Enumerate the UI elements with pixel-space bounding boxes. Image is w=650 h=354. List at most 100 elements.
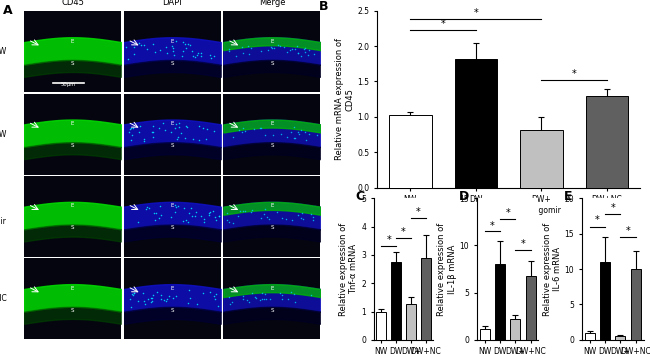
Point bbox=[159, 127, 170, 132]
Point bbox=[127, 292, 138, 298]
Point bbox=[300, 50, 310, 55]
Point bbox=[185, 42, 195, 48]
Point bbox=[292, 51, 303, 56]
Point bbox=[189, 213, 200, 219]
Point bbox=[149, 210, 159, 216]
Point bbox=[240, 208, 250, 213]
Text: *: * bbox=[595, 216, 600, 225]
Point bbox=[211, 291, 222, 296]
Text: E: E bbox=[170, 203, 174, 208]
Y-axis label: Relative expression of
IL-6 mRNA: Relative expression of IL-6 mRNA bbox=[543, 222, 562, 316]
Point bbox=[159, 297, 169, 303]
Text: 50μm: 50μm bbox=[61, 82, 77, 87]
Text: NW: NW bbox=[0, 47, 6, 56]
Point bbox=[261, 215, 272, 220]
Point bbox=[150, 49, 161, 55]
Point bbox=[178, 39, 188, 45]
Text: E: E bbox=[270, 121, 274, 126]
Text: *: * bbox=[626, 226, 630, 236]
Point bbox=[171, 293, 181, 299]
Bar bbox=[406, 304, 416, 340]
Point bbox=[124, 130, 135, 135]
Point bbox=[154, 215, 164, 221]
Point bbox=[156, 292, 166, 298]
Text: DW+NC: DW+NC bbox=[0, 294, 6, 303]
Point bbox=[196, 53, 207, 59]
Point bbox=[183, 287, 194, 293]
Bar bbox=[630, 269, 641, 340]
Point bbox=[138, 291, 148, 296]
Point bbox=[192, 301, 203, 307]
Point bbox=[171, 204, 181, 210]
Text: S: S bbox=[270, 308, 274, 313]
Point bbox=[255, 126, 265, 131]
Point bbox=[246, 207, 257, 213]
Point bbox=[307, 214, 318, 219]
Point bbox=[127, 291, 137, 296]
Text: S: S bbox=[270, 143, 274, 148]
Bar bbox=[520, 130, 563, 188]
Point bbox=[287, 217, 297, 223]
Point bbox=[304, 131, 314, 137]
Point bbox=[181, 123, 192, 129]
Point bbox=[224, 48, 234, 54]
Point bbox=[147, 295, 157, 301]
Point bbox=[214, 213, 224, 218]
Point bbox=[177, 218, 188, 224]
Point bbox=[257, 290, 267, 296]
Point bbox=[309, 51, 319, 56]
Point bbox=[234, 128, 244, 133]
Point bbox=[301, 137, 311, 143]
Point bbox=[282, 134, 293, 139]
Text: S: S bbox=[170, 61, 174, 66]
Point bbox=[143, 296, 153, 301]
Point bbox=[285, 129, 296, 135]
Point bbox=[171, 39, 181, 44]
Text: E: E bbox=[71, 286, 74, 291]
Text: S: S bbox=[71, 143, 74, 148]
Text: *: * bbox=[610, 203, 615, 213]
Point bbox=[263, 47, 274, 52]
Point bbox=[176, 130, 187, 136]
Point bbox=[121, 44, 131, 50]
Point bbox=[187, 213, 197, 218]
Point bbox=[308, 217, 318, 223]
Point bbox=[244, 299, 254, 305]
Point bbox=[289, 291, 300, 297]
Point bbox=[242, 297, 252, 303]
Bar bbox=[616, 336, 625, 340]
Point bbox=[168, 45, 179, 51]
Point bbox=[290, 46, 300, 51]
Point bbox=[196, 213, 206, 219]
Point bbox=[293, 50, 304, 56]
Point bbox=[187, 136, 198, 142]
Point bbox=[296, 127, 306, 133]
Point bbox=[135, 123, 145, 129]
Text: A: A bbox=[3, 4, 13, 17]
Point bbox=[202, 126, 213, 132]
Point bbox=[287, 46, 298, 52]
Point bbox=[248, 126, 259, 132]
Point bbox=[125, 297, 135, 302]
Point bbox=[274, 291, 285, 296]
Point bbox=[246, 291, 257, 296]
Point bbox=[129, 45, 139, 50]
Point bbox=[289, 125, 299, 130]
Point bbox=[125, 126, 136, 132]
Point bbox=[255, 298, 265, 303]
Point bbox=[183, 300, 193, 306]
Text: C: C bbox=[356, 190, 365, 203]
Point bbox=[296, 53, 307, 59]
Point bbox=[268, 46, 279, 51]
Text: *: * bbox=[521, 239, 525, 250]
Bar bbox=[480, 329, 489, 340]
Text: E: E bbox=[270, 203, 274, 208]
Bar bbox=[586, 96, 629, 188]
Text: DW: DW bbox=[0, 130, 6, 138]
Point bbox=[277, 215, 287, 221]
Point bbox=[251, 295, 261, 301]
Point bbox=[122, 56, 133, 62]
Point bbox=[238, 293, 248, 299]
Y-axis label: Relative mRNA expression of
CD45: Relative mRNA expression of CD45 bbox=[335, 38, 354, 160]
Text: S: S bbox=[71, 61, 74, 66]
